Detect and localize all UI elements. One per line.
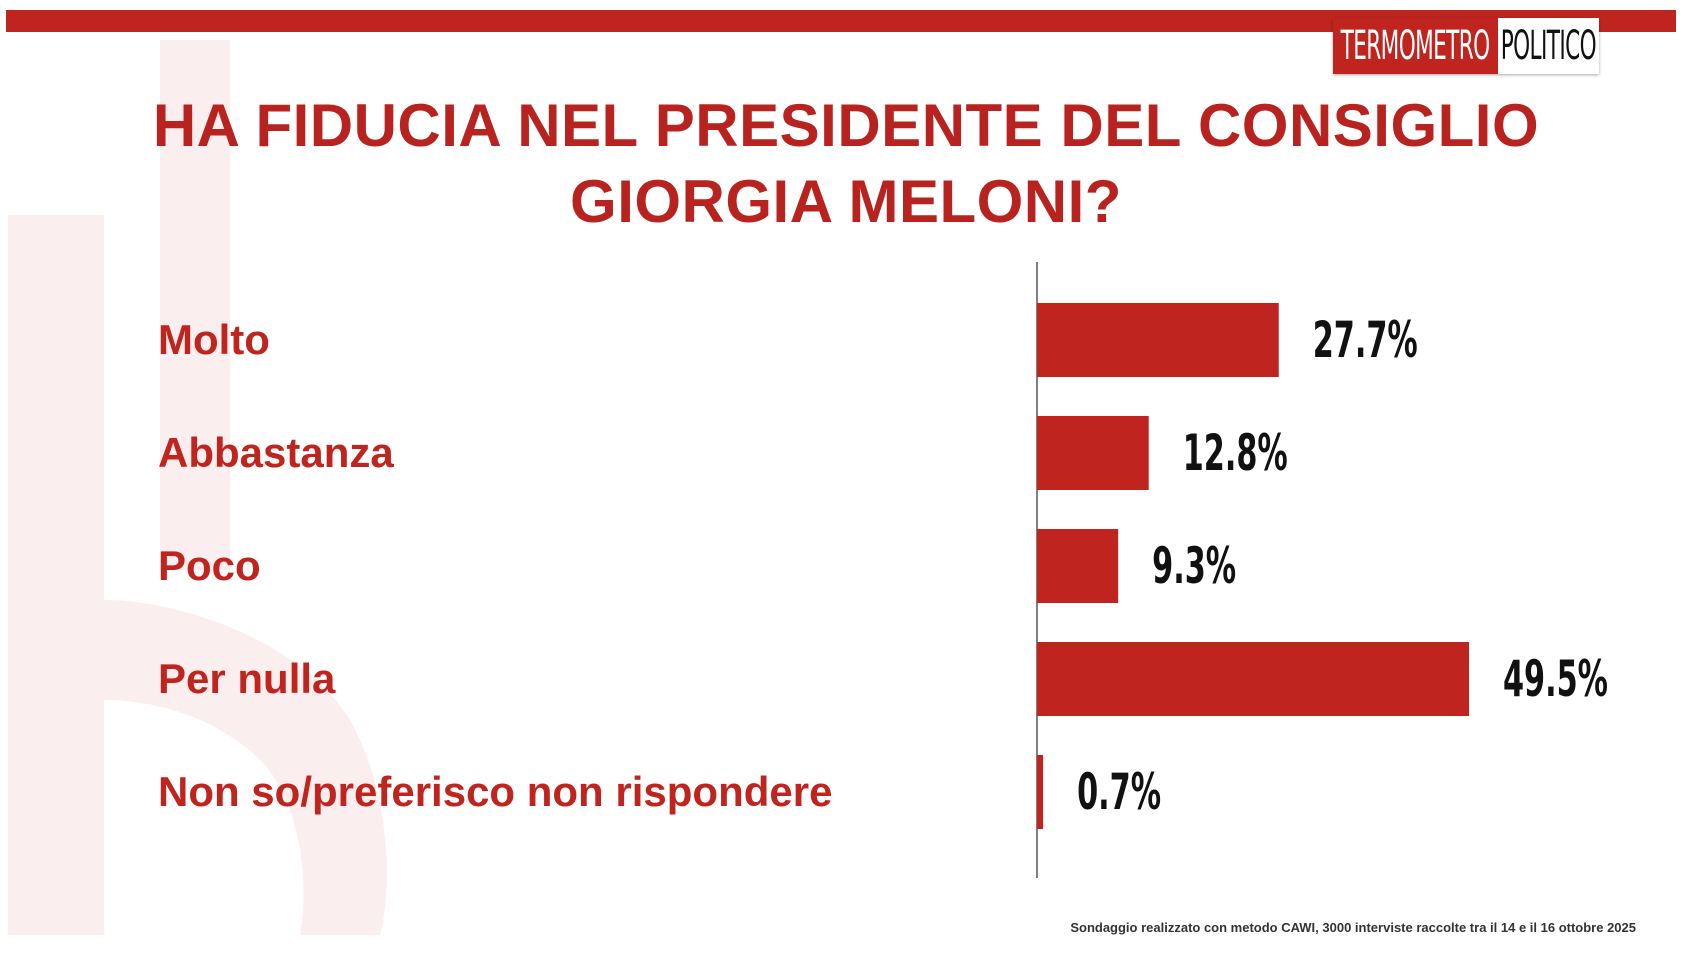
category-label: Molto <box>158 316 270 363</box>
footnote: Sondaggio realizzato con metodo CAWI, 30… <box>1070 920 1636 935</box>
category-label: Non so/preferisco non rispondere <box>158 768 832 815</box>
brand-logo: TERMOMETRO POLITICO <box>1333 18 1599 74</box>
bar <box>1037 416 1149 490</box>
bar <box>1037 303 1279 377</box>
category-label: Per nulla <box>158 655 336 702</box>
value-label: 27.7% <box>1313 311 1418 369</box>
logo-right-text: POLITICO <box>1500 23 1597 69</box>
logo-right-panel: POLITICO <box>1498 18 1599 74</box>
value-label: 12.8% <box>1183 424 1288 482</box>
category-label: Abbastanza <box>158 429 394 476</box>
value-label: 9.3% <box>1152 537 1236 595</box>
logo-left-panel: TERMOMETRO <box>1333 18 1498 74</box>
logo-left-text: TERMOMETRO <box>1341 23 1491 69</box>
bar <box>1037 642 1469 716</box>
bar <box>1037 755 1044 829</box>
top-accent-bar <box>6 10 1676 32</box>
value-label: 49.5% <box>1503 650 1608 708</box>
bar <box>1037 529 1119 603</box>
value-label: 0.7% <box>1077 763 1161 821</box>
category-label: Poco <box>158 542 261 589</box>
chart-title-line-2: GIORGIA MELONI? <box>570 168 1122 235</box>
chart-title-line-1: HA FIDUCIA NEL PRESIDENTE DEL CONSIGLIO <box>152 92 1540 159</box>
chart-title: HA FIDUCIA NEL PRESIDENTE DEL CONSIGLIO … <box>0 88 1692 240</box>
watermark-logo-icon <box>8 40 387 935</box>
